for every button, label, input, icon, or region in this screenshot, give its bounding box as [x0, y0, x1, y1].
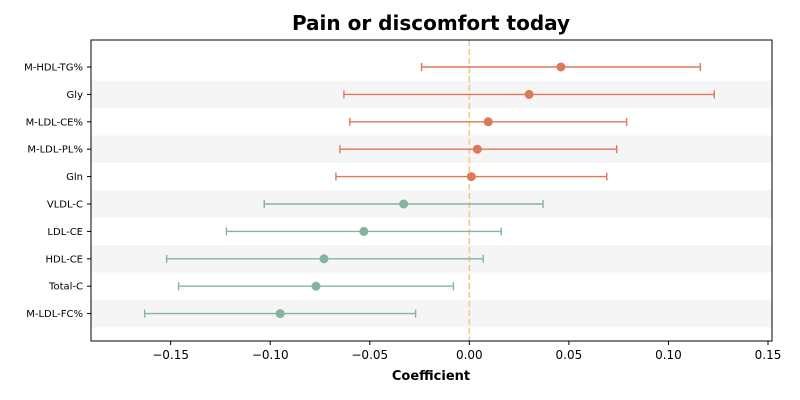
x-tick-label: −0.15 — [152, 348, 189, 362]
y-tick-label: M-HDL-TG% — [24, 63, 83, 74]
x-axis-label: Coefficient — [392, 369, 470, 384]
coefficient-point — [275, 309, 285, 319]
x-tick-label: −0.05 — [351, 348, 388, 362]
plot-frame — [90, 39, 773, 342]
y-tick-label: M-LDL-FC% — [26, 309, 83, 320]
y-tick-label: M-LDL-PL% — [27, 145, 83, 156]
y-tick-label: HDL-CE — [45, 254, 83, 265]
coefficient-point — [319, 254, 329, 264]
y-tick-label: VLDL-C — [47, 200, 83, 211]
y-tick-label: M-LDL-CE% — [26, 117, 83, 128]
coefficient-point — [524, 89, 534, 99]
y-tick-label: Total-C — [48, 282, 83, 293]
y-tick-label: Gly — [67, 90, 84, 101]
coefficient-point — [556, 62, 566, 72]
coefficient-point — [483, 117, 493, 127]
x-tick-label: 0.00 — [456, 348, 483, 362]
x-axis-ticks: −0.15 −0.10 −0.05 0.00 0.05 0.10 0.15 — [152, 341, 781, 362]
coefficient-point — [399, 199, 409, 209]
x-tick-label: 0.05 — [556, 348, 583, 362]
coefficient-point — [472, 144, 482, 154]
coefficient-point — [311, 281, 321, 291]
coefficient-point — [359, 226, 369, 236]
y-tick-label: Gln — [66, 172, 83, 183]
coefficient-point — [466, 172, 476, 182]
chart-title: Pain or discomfort today — [292, 11, 570, 35]
x-tick-label: 0.10 — [655, 348, 682, 362]
x-tick-label: 0.15 — [755, 348, 782, 362]
coefficient-points — [275, 62, 566, 319]
y-axis-ticks: M-HDL-TG% Gly M-LDL-CE% M-LDL-PL% Gln VLDL-C L… — [24, 63, 91, 320]
y-tick-label: LDL-CE — [47, 227, 83, 238]
x-tick-label: −0.10 — [252, 348, 289, 362]
